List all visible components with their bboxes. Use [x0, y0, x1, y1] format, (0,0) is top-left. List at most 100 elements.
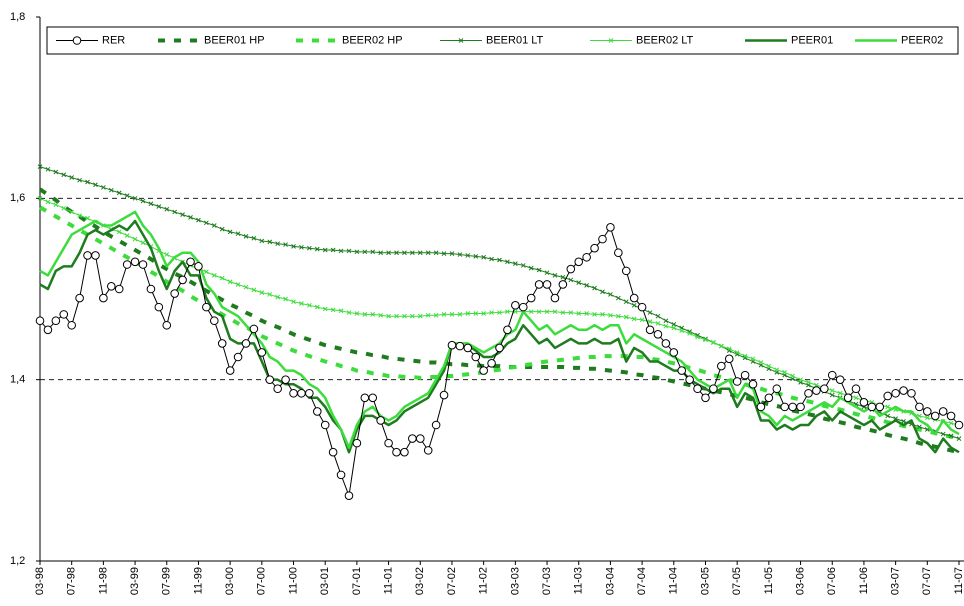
point — [487, 359, 496, 368]
point — [417, 250, 423, 256]
point — [639, 317, 645, 323]
point — [796, 402, 805, 412]
point — [693, 384, 702, 394]
point — [766, 363, 772, 369]
point — [267, 292, 273, 297]
point — [314, 304, 320, 310]
point — [314, 246, 320, 252]
point — [503, 325, 512, 335]
point — [891, 388, 900, 398]
point — [663, 318, 669, 324]
point — [441, 312, 447, 317]
point — [780, 402, 790, 412]
point — [526, 293, 536, 303]
point — [132, 195, 138, 201]
point — [384, 438, 393, 448]
point — [449, 251, 455, 256]
point — [243, 234, 249, 239]
point — [647, 319, 653, 324]
point — [37, 164, 43, 169]
point — [188, 215, 193, 220]
point — [307, 302, 312, 308]
point — [948, 420, 954, 426]
point — [69, 175, 75, 180]
point — [235, 282, 241, 287]
series — [39, 219, 960, 454]
point — [409, 313, 415, 319]
point — [883, 391, 892, 401]
point — [148, 201, 154, 207]
point — [299, 301, 304, 306]
point — [711, 340, 716, 345]
point — [544, 309, 550, 315]
point — [631, 302, 637, 308]
x-tick-label: 03-99 — [129, 567, 141, 595]
point — [560, 274, 566, 280]
point — [154, 302, 164, 312]
point — [512, 261, 518, 266]
legend-box — [46, 26, 959, 55]
x-tick-label: 03-07 — [890, 567, 902, 595]
point — [829, 392, 835, 398]
point — [479, 366, 488, 375]
point — [600, 289, 605, 295]
point — [621, 266, 631, 276]
point — [417, 313, 423, 319]
series-line — [38, 187, 960, 455]
x-tick-label: 03-98 — [34, 567, 46, 595]
point — [307, 245, 312, 251]
point — [370, 312, 376, 317]
point — [402, 313, 407, 319]
point — [582, 252, 591, 262]
point — [598, 234, 607, 244]
point — [362, 249, 368, 255]
point — [623, 314, 629, 320]
point — [717, 361, 726, 371]
point — [885, 404, 891, 410]
point — [853, 395, 859, 401]
point — [560, 310, 566, 315]
point — [53, 202, 59, 208]
point — [709, 384, 718, 394]
point — [465, 311, 471, 316]
point — [322, 306, 328, 312]
point — [138, 260, 148, 269]
series-line — [39, 210, 960, 449]
legend-label: BEER02 LT — [636, 34, 694, 46]
point — [804, 388, 813, 398]
point — [449, 312, 455, 317]
point — [859, 398, 869, 407]
point — [956, 436, 962, 441]
point — [915, 402, 924, 412]
point — [534, 280, 544, 289]
point — [352, 438, 362, 448]
point — [346, 310, 352, 315]
point — [320, 420, 330, 430]
y-tick-label: 1,8 — [10, 11, 25, 23]
point — [542, 280, 552, 289]
point — [584, 283, 590, 288]
point — [124, 193, 130, 198]
point — [629, 293, 639, 303]
point — [328, 447, 338, 457]
point — [360, 393, 370, 403]
point — [505, 259, 510, 265]
point — [829, 388, 835, 393]
point — [473, 311, 479, 316]
point — [867, 402, 877, 412]
point — [59, 310, 69, 319]
point — [843, 393, 853, 403]
x-tick-label: 11-05 — [763, 567, 775, 594]
point — [592, 285, 597, 291]
point — [45, 199, 51, 205]
point — [338, 248, 344, 254]
point — [170, 289, 179, 298]
point — [568, 310, 574, 315]
point — [457, 312, 463, 317]
point — [497, 310, 502, 315]
point — [734, 350, 740, 355]
point — [695, 334, 700, 340]
point — [671, 325, 677, 331]
point — [458, 38, 464, 43]
point — [267, 239, 273, 245]
